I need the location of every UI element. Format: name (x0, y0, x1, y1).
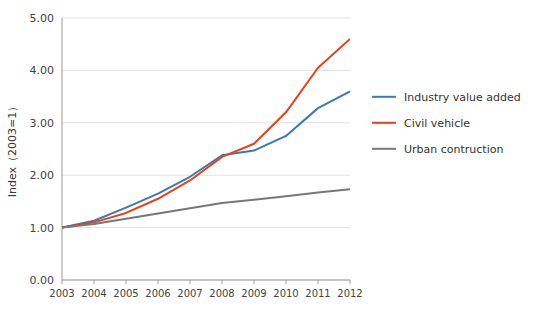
legend-label: Industry value added (404, 91, 521, 104)
y-tick-label: 5.00 (30, 12, 55, 25)
grid-line (62, 18, 350, 19)
x-tick-label: 2007 (177, 288, 202, 299)
x-tick (62, 280, 63, 284)
x-tick (222, 280, 223, 284)
x-tick (286, 280, 287, 284)
x-tick-label: 2010 (273, 288, 298, 299)
grid-line (62, 227, 350, 228)
chart-svg: 0.00 1.00 2.00 3.00 4.00 5.00 2003 2004 2005 2006… (0, 0, 540, 322)
legend-label: Civil vehicle (404, 117, 470, 130)
legend-swatch (372, 96, 396, 98)
y-tick-label: 2.00 (30, 169, 55, 182)
series-line (62, 189, 350, 227)
x-tick-label: 2005 (113, 288, 138, 299)
y-axis-line (62, 18, 63, 280)
legend: Industry value added Civil vehicle Urban c… (372, 91, 521, 156)
grid-line (62, 175, 350, 176)
x-tick-label: 2011 (305, 288, 330, 299)
y-axis-label: Index（2003=1） (6, 101, 19, 198)
series-line (62, 91, 350, 227)
series-line (62, 39, 350, 228)
x-tick-label: 2006 (145, 288, 170, 299)
y-tick-label: 1.00 (30, 222, 55, 235)
x-tick-label: 2003 (49, 288, 74, 299)
grid-line (62, 122, 350, 123)
legend-swatch (372, 122, 396, 124)
x-axis-line (62, 280, 350, 281)
x-tick (158, 280, 159, 284)
x-tick-label: 2012 (337, 288, 362, 299)
x-tick (94, 280, 95, 284)
grid-line (62, 280, 350, 281)
x-tick (350, 280, 351, 284)
x-tick (190, 280, 191, 284)
legend-label: Urban contruction (404, 143, 503, 156)
x-tick-label: 2008 (209, 288, 234, 299)
legend-swatch (372, 148, 396, 150)
x-tick (318, 280, 319, 284)
y-axis: 0.00 1.00 2.00 3.00 4.00 5.00 (30, 12, 55, 287)
y-tick-label: 4.00 (30, 64, 55, 77)
grid-line (62, 70, 350, 71)
grid (62, 18, 350, 280)
lines (62, 39, 350, 228)
y-tick-label: 3.00 (30, 117, 55, 130)
x-tick (126, 280, 127, 284)
x-axis: 2003 2004 2005 2006 2007 2008 2009 2010 2011 2012 (49, 280, 362, 299)
y-tick-label: 0.00 (30, 274, 55, 287)
x-tick (254, 280, 255, 284)
chart-container: 0.00 1.00 2.00 3.00 4.00 5.00 2003 2004 2005 2006… (0, 0, 540, 322)
x-tick-label: 2009 (241, 288, 266, 299)
x-tick-label: 2004 (81, 288, 106, 299)
